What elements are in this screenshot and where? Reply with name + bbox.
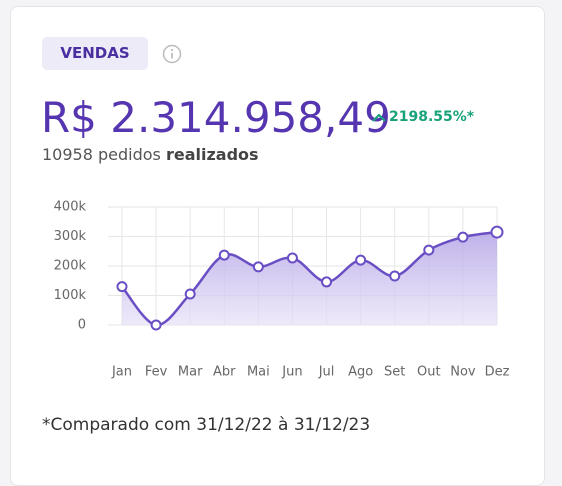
x-tick-label: Jun [281, 365, 302, 380]
x-tick-label: Nov [450, 365, 476, 380]
point [490, 225, 504, 239]
page: VENDAS R$ 2.314.958,49 2198.55%* 10958 p… [10, 6, 545, 486]
x-tick-label: Jan [111, 365, 132, 380]
footnote: *Comparado com 31/12/22 à 31/12/23 [42, 415, 371, 435]
point [150, 319, 162, 331]
point [116, 281, 128, 293]
x-tick-label: Fev [145, 365, 168, 380]
point [457, 231, 469, 243]
point [184, 288, 196, 300]
point [389, 270, 401, 282]
chart: 0 100k 200k 300k 400k Jan Fev Mar Abr Mai Jun Jul Ag… [54, 200, 510, 380]
point [218, 249, 230, 261]
badge: VENDAS [42, 37, 148, 70]
y-tick-label: 400k [54, 200, 87, 215]
point [355, 254, 367, 266]
orders: 10958 pedidos realizados [42, 145, 259, 164]
x-tick-label: Mar [178, 365, 203, 380]
x-tick-label: Abr [213, 365, 236, 380]
orders-count: 10958 [42, 145, 93, 164]
point [321, 276, 333, 288]
x-tick-label: Dez [485, 365, 510, 380]
change: 2198.55%* [389, 109, 475, 125]
x-tick-label: Jul [318, 365, 335, 380]
y-tick-label: 300k [54, 229, 87, 244]
orders-bold: realizados [165, 145, 259, 164]
x-tick-label: Mai [247, 365, 270, 380]
y-tick-label: 200k [54, 259, 87, 274]
orders-text: pedidos [98, 145, 161, 164]
amount: R$ 2.314.958,49 [41, 93, 391, 142]
y-tick-label: 100k [54, 288, 87, 303]
x-tick-label: Set [384, 365, 405, 380]
up-arrow [372, 113, 386, 122]
x-tick-label: Ago [348, 365, 373, 380]
area [122, 232, 497, 326]
x-tick-label: Out [417, 365, 441, 380]
info-icon[interactable] [162, 44, 182, 64]
point [286, 252, 298, 264]
y-tick-label: 0 [78, 318, 86, 333]
point [252, 261, 264, 273]
point [423, 244, 435, 256]
